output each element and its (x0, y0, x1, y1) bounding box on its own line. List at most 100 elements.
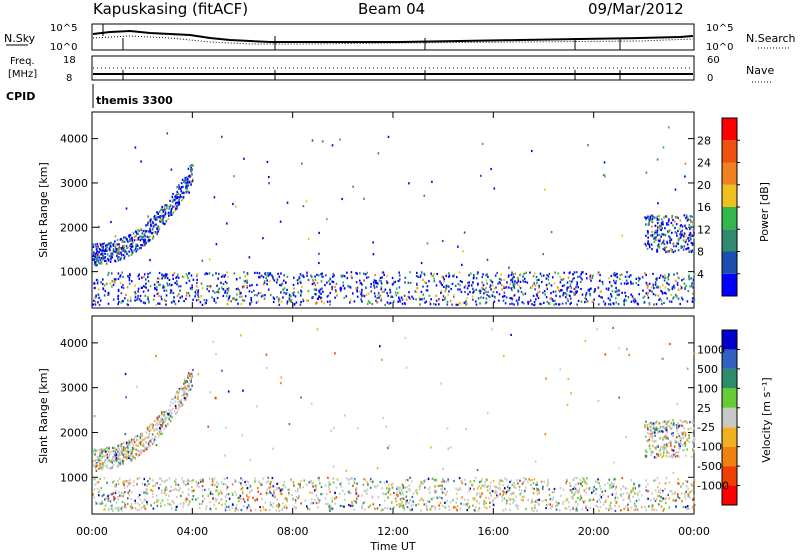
echo-cell (632, 299, 635, 302)
echo-cell (351, 502, 354, 506)
echo-cell (677, 425, 680, 428)
echo-cell (387, 294, 389, 297)
echo-cell (536, 492, 539, 495)
echo-cell (138, 477, 141, 480)
echo-cell (103, 294, 106, 297)
echo-cell (692, 447, 695, 450)
echo-cell (501, 479, 503, 482)
echo-cell (496, 291, 498, 294)
echo-cell (352, 484, 354, 487)
echo-cell (119, 443, 122, 446)
echo-cell (525, 271, 527, 274)
echo-cell (594, 289, 596, 292)
echo-cell (357, 427, 359, 430)
echo-cell (689, 491, 691, 494)
echo-cell (443, 491, 445, 494)
echo-cell (529, 286, 532, 289)
echo-cell (654, 283, 657, 286)
echo-cell (438, 504, 440, 507)
echo-cell (269, 485, 272, 489)
echo-cell (407, 501, 409, 504)
echo-cell (508, 286, 510, 289)
echo-cell (146, 235, 149, 238)
echo-cell (167, 423, 169, 426)
echo-cell (687, 428, 690, 431)
echo-cell (298, 277, 301, 280)
echo-cell (369, 486, 372, 489)
echo-cell (666, 450, 668, 453)
echo-cell (586, 509, 589, 512)
echo-cell (227, 275, 229, 278)
echo-cell (513, 486, 515, 489)
echo-cell (444, 501, 446, 504)
echo-cell (472, 277, 475, 280)
echo-cell (225, 500, 228, 503)
echo-cell (128, 455, 131, 458)
echo-cell (100, 449, 103, 453)
echo-cell (211, 296, 213, 299)
echo-cell (659, 488, 662, 491)
echo-cell (548, 282, 551, 285)
echo-cell (560, 278, 562, 281)
echo-cell (677, 239, 680, 242)
echo-cell (461, 280, 463, 284)
echo-cell (686, 421, 688, 424)
echo-cell (187, 277, 189, 280)
echo-cell (331, 497, 333, 500)
echo-cell (459, 487, 461, 490)
echo-cell (110, 241, 112, 244)
echo-cell (657, 430, 659, 433)
colorbar-tick-label: 1000 (697, 343, 725, 356)
echo-cell (520, 498, 522, 501)
echo-cell (138, 494, 141, 497)
echo-cell (188, 294, 191, 297)
echo-cell (509, 282, 511, 285)
echo-cell (513, 286, 516, 290)
echo-cell (685, 480, 688, 483)
echo-cell (356, 286, 359, 289)
echo-cell (440, 382, 442, 385)
echo-cell (574, 487, 577, 490)
echo-cell (146, 222, 149, 225)
echo-cell (181, 195, 183, 199)
echo-cell (137, 297, 139, 300)
echo-cell (262, 237, 264, 240)
echo-cell (479, 291, 482, 294)
echo-cell (171, 195, 174, 199)
echo-cell (288, 488, 290, 491)
echo-cell (586, 477, 588, 480)
echo-cell (212, 497, 214, 500)
echo-cell (97, 458, 99, 461)
echo-cell (186, 393, 188, 396)
echo-cell (372, 253, 375, 256)
echo-cell (277, 506, 280, 509)
echo-cell (513, 276, 515, 279)
echo-cell (291, 494, 293, 497)
echo-cell (660, 242, 663, 245)
echo-cell (522, 280, 525, 283)
echo-cell (448, 285, 450, 288)
echo-cell (645, 171, 648, 174)
echo-cell (551, 498, 554, 501)
echo-cell (143, 229, 146, 232)
echo-cell (680, 246, 682, 249)
echo-cell (658, 298, 660, 301)
echo-cell (308, 508, 311, 511)
echo-cell (283, 506, 285, 509)
y-tick-label: 2000 (60, 221, 88, 234)
echo-cell (572, 487, 574, 491)
echo-cell (381, 487, 383, 490)
echo-cell (673, 424, 676, 427)
echo-cell (130, 498, 132, 501)
echo-cell (249, 506, 251, 509)
echo-cell (125, 480, 128, 483)
echo-cell (144, 238, 147, 241)
echo-cell (217, 494, 220, 497)
echo-cell (680, 233, 683, 236)
echo-cell (476, 492, 478, 495)
echo-cell (166, 273, 168, 276)
echo-cell (217, 277, 219, 280)
echo-cell (145, 441, 147, 444)
echo-cell (297, 291, 300, 294)
echo-cell (659, 228, 662, 231)
